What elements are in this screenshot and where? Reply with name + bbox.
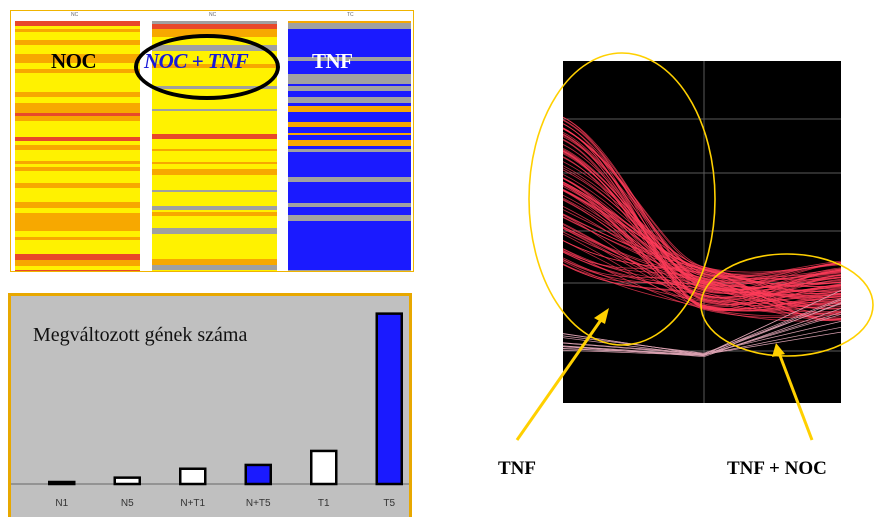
annotation-tnf-noc: TNF + NOC: [727, 458, 827, 479]
heatmap-column-tnf: [288, 21, 411, 271]
heatmap-panel: NC NC TC NOC NOC + TNF TNF: [10, 10, 414, 272]
heatmap-column-header-3: TC: [347, 12, 354, 18]
highlight-ellipse: [134, 34, 280, 100]
bar-chart-svg: N1 N5 N+T1 N+T5 T1 T5: [11, 312, 409, 509]
bar-t5: [375, 312, 403, 486]
parallel-coordinates-panel: [563, 61, 841, 403]
tick-label: T1: [318, 498, 330, 509]
bar-t1: [310, 449, 338, 486]
tick-label: N+T1: [180, 498, 205, 509]
bar-n-t1: [179, 467, 207, 486]
parallel-coordinates-svg: [563, 61, 841, 403]
heatmap-column-header-1: NC: [71, 12, 79, 18]
tick-label: T5: [383, 498, 395, 509]
bar-chart-title: Megváltozott gének száma: [33, 324, 248, 346]
heatmap-column-noc: [15, 21, 140, 271]
tick-label: N1: [55, 498, 68, 509]
bar-n5: [113, 476, 141, 486]
heatmap-label-tnf: TNF: [312, 49, 353, 73]
bar-n-t5: [244, 463, 272, 486]
tick-label: N+T5: [246, 498, 271, 509]
tick-label: N5: [121, 498, 134, 509]
annotation-tnf: TNF: [498, 458, 536, 479]
bar-n1: [48, 480, 76, 486]
profile-line: [563, 128, 841, 277]
heatmap-label-noc-tnf: NOC + TNF: [144, 49, 249, 73]
profile-line-low: [563, 302, 841, 356]
heatmap-column-header-2: NC: [209, 12, 217, 18]
bar-chart-panel: N1 N5 N+T1 N+T5 T1 T5 Megváltozott gének szám…: [8, 293, 412, 517]
heatmap-label-noc: NOC: [51, 49, 97, 73]
